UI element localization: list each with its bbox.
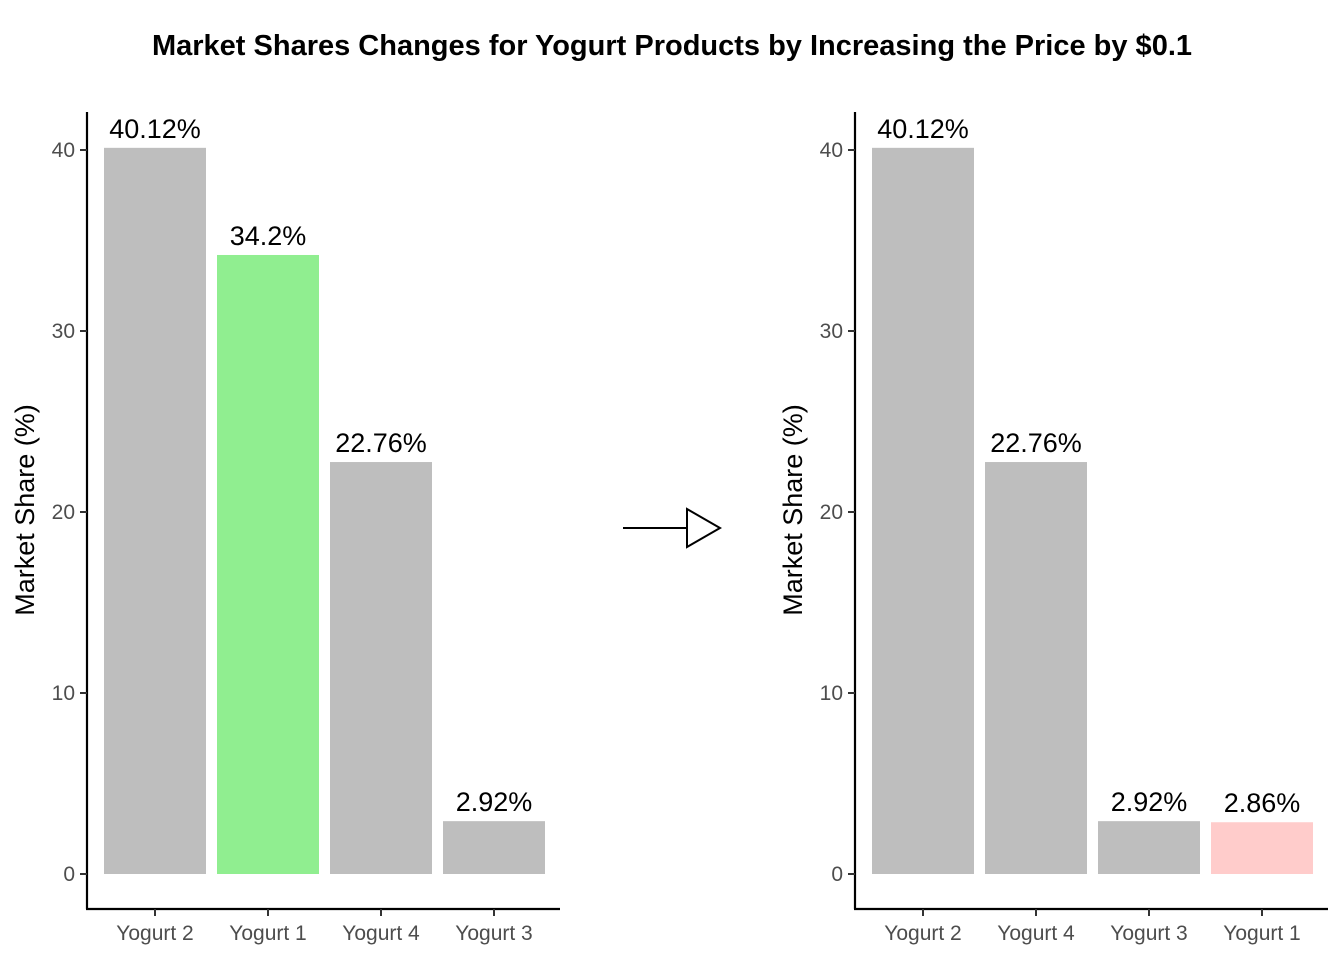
bar-data-label: 2.86% xyxy=(1224,788,1301,818)
right-arrow-icon xyxy=(623,507,723,549)
y-tick-label: 0 xyxy=(63,863,75,886)
bar-data-label: 2.92% xyxy=(456,787,533,817)
bar xyxy=(443,821,545,874)
bar xyxy=(1098,821,1200,874)
bar-data-label: 40.12% xyxy=(877,114,969,144)
y-tick-label: 10 xyxy=(820,682,843,705)
y-tick-label: 20 xyxy=(820,501,843,524)
x-tick-label: Yogurt 2 xyxy=(116,922,193,945)
y-tick-label: 30 xyxy=(52,320,75,343)
right-bar-chart: 0 10 20 30 40 Market Share (%) 40.12% Yogurt 2 2… xyxy=(778,112,1328,945)
bar-data-label: 2.92% xyxy=(1111,787,1188,817)
bar-data-label: 34.2% xyxy=(230,221,307,251)
bar xyxy=(985,462,1087,874)
x-tick-label: Yogurt 4 xyxy=(997,922,1075,945)
x-tick-label: Yogurt 1 xyxy=(229,922,306,945)
x-tick-label: Yogurt 1 xyxy=(1223,922,1300,945)
y-tick-label: 20 xyxy=(52,501,75,524)
y-tick-label: 10 xyxy=(52,682,75,705)
bar-data-label: 40.12% xyxy=(109,114,201,144)
bar-data-label: 22.76% xyxy=(990,428,1082,458)
bar xyxy=(872,147,974,874)
left-bar-chart: 0 10 20 30 40 Market Share (%) 40.12% Yogurt 2 3… xyxy=(10,112,560,945)
y-tick-label: 40 xyxy=(820,139,843,162)
y-tick-label: 30 xyxy=(820,320,843,343)
y-axis-title: Market Share (%) xyxy=(778,404,808,616)
chart-title: Market Shares Changes for Yogurt Product… xyxy=(151,30,1193,62)
x-tick-label: Yogurt 2 xyxy=(884,922,961,945)
bar xyxy=(330,462,432,874)
x-tick-label: Yogurt 3 xyxy=(455,922,532,945)
bar xyxy=(104,147,206,874)
y-tick-label: 0 xyxy=(831,863,843,886)
bar-data-label: 22.76% xyxy=(335,428,427,458)
y-tick-label: 40 xyxy=(52,139,75,162)
bar xyxy=(217,254,319,875)
x-tick-label: Yogurt 3 xyxy=(1110,922,1187,945)
y-axis-title: Market Share (%) xyxy=(10,404,40,616)
x-tick-label: Yogurt 4 xyxy=(342,922,420,945)
bar xyxy=(1211,822,1313,874)
